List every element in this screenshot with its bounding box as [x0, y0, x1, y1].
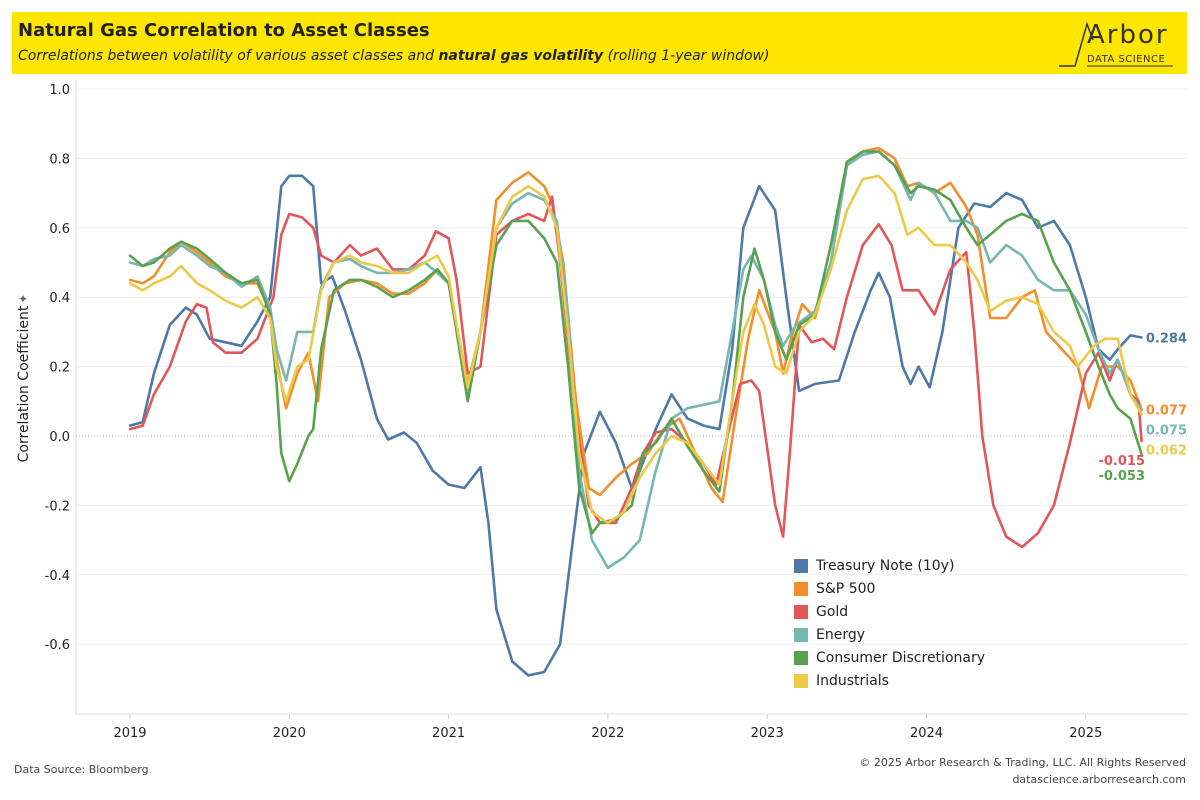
copyright: © 2025 Arbor Research & Trading, LLC. Al… — [859, 756, 1186, 769]
legend-item[interactable]: S&P 500 — [794, 577, 985, 600]
legend-label: Treasury Note (10y) — [816, 557, 955, 574]
y-tick-label: 0.6 — [49, 222, 70, 237]
legend-swatch — [794, 558, 808, 573]
page-subtitle: Correlations between volatility of vario… — [18, 48, 769, 64]
legend-swatch — [794, 581, 808, 596]
subtitle-pre: Correlations between volatility of vario… — [18, 48, 439, 64]
legend-label: Energy — [816, 626, 866, 643]
x-tick-label: 2021 — [432, 726, 465, 741]
logo-mark-icon — [1059, 21, 1173, 67]
y-tick-label: 0.8 — [49, 152, 70, 167]
legend-item[interactable]: Energy — [794, 623, 985, 646]
x-tick-label: 2023 — [751, 726, 784, 741]
page-title: Natural Gas Correlation to Asset Classes — [18, 20, 430, 41]
x-tick-label: 2020 — [273, 726, 306, 741]
series-line — [128, 146, 1143, 504]
x-tick-label: 2022 — [591, 726, 624, 741]
y-tick-label: 0.0 — [49, 430, 70, 445]
series-line — [128, 150, 1143, 535]
x-tick-label: 2019 — [113, 726, 146, 741]
end-value-label: 0.075 — [1146, 423, 1187, 438]
y-axis-label: Correlation Coefficient — [16, 305, 32, 463]
series-line — [128, 195, 1143, 549]
end-value-label: -0.053 — [1098, 469, 1145, 484]
legend-swatch — [794, 604, 808, 619]
y-tick-label: -0.2 — [45, 499, 70, 514]
series-line — [128, 150, 1143, 570]
legend-item[interactable]: Consumer Discretionary — [794, 646, 985, 669]
legend-item[interactable]: Industrials — [794, 669, 985, 692]
arbor-logo: Arbor DATA SCIENCE — [1057, 18, 1177, 70]
data-source: Data Source: Bloomberg — [14, 763, 149, 776]
legend-label: Industrials — [816, 672, 889, 689]
end-value-label: 0.077 — [1146, 403, 1187, 418]
end-value-label: -0.015 — [1098, 454, 1145, 469]
footer-credits: © 2025 Arbor Research & Trading, LLC. Al… — [859, 754, 1186, 788]
site-url[interactable]: datascience.arborresearch.com — [1012, 773, 1186, 786]
y-tick-label: -0.6 — [45, 638, 70, 653]
title-banner: Natural Gas Correlation to Asset Classes… — [12, 12, 1187, 74]
legend-swatch — [794, 627, 808, 642]
subtitle-bold: natural gas volatility — [438, 48, 604, 64]
series-line — [128, 174, 1143, 677]
y-tick-label: 1.0 — [49, 83, 70, 98]
legend-item[interactable]: Treasury Note (10y) — [794, 554, 985, 577]
y-tick-label: 0.2 — [49, 361, 70, 376]
legend-label: S&P 500 — [816, 580, 876, 597]
subtitle-post: (rolling 1-year window) — [603, 48, 770, 64]
y-tick-label: 0.4 — [49, 291, 70, 306]
pin-icon[interactable]: ✦ — [18, 292, 29, 306]
legend-swatch — [794, 673, 808, 688]
legend: Treasury Note (10y) S&P 500 Gold Energy Cons… — [794, 554, 985, 692]
end-value-label: 0.062 — [1146, 443, 1187, 458]
x-tick-label: 2025 — [1069, 726, 1102, 741]
legend-label: Consumer Discretionary — [816, 649, 985, 666]
legend-swatch — [794, 650, 808, 665]
series-line — [128, 174, 1143, 525]
legend-label: Gold — [816, 603, 849, 620]
x-tick-label: 2024 — [910, 726, 943, 741]
logo-sub: DATA SCIENCE — [1087, 54, 1166, 65]
end-value-label: 0.284 — [1146, 331, 1187, 346]
logo-word: Arbor — [1087, 20, 1169, 50]
y-tick-label: -0.4 — [45, 569, 70, 584]
legend-item[interactable]: Gold — [794, 600, 985, 623]
